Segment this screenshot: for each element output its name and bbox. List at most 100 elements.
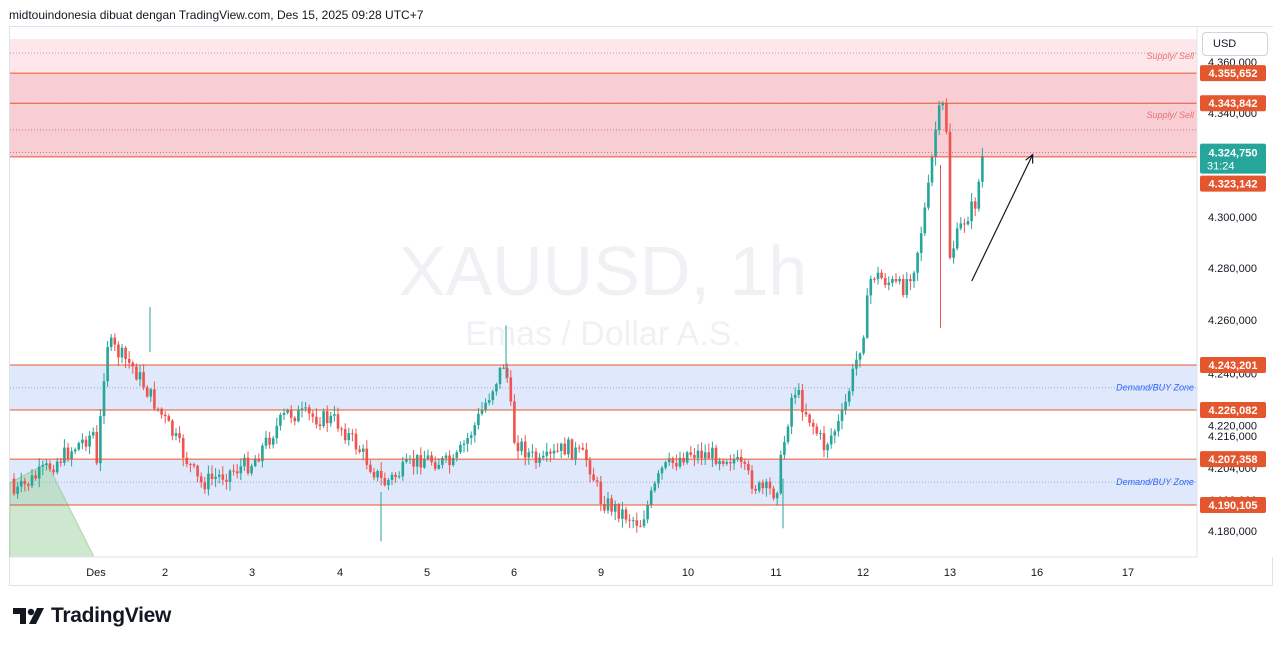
x-tick-label: 17 — [1122, 567, 1134, 579]
candle-body — [243, 457, 246, 467]
candle-body — [725, 462, 729, 464]
candle-body — [73, 449, 77, 452]
x-tick-label: 2 — [162, 567, 168, 579]
candle-body — [628, 519, 631, 521]
candle-body — [66, 447, 70, 460]
candle-body — [581, 447, 585, 450]
candle-body — [322, 411, 325, 427]
tradingview-logo-icon — [13, 608, 44, 624]
candle-body — [729, 462, 732, 464]
price-label: 4.323,142 — [1209, 179, 1258, 191]
candle-body — [775, 493, 779, 499]
candle-body — [477, 413, 480, 426]
candle-body — [275, 425, 279, 439]
candle-body — [120, 347, 124, 358]
candle-body — [293, 417, 297, 422]
candle-body — [804, 412, 808, 415]
candle-body — [549, 451, 552, 454]
candle-body — [448, 455, 451, 466]
candle-body — [415, 455, 419, 467]
price-label-bg — [1200, 175, 1266, 192]
candle-body — [862, 337, 865, 354]
candle-body — [826, 444, 829, 451]
candle-body — [592, 474, 595, 481]
candle-body — [855, 359, 858, 369]
candle-body — [153, 389, 156, 409]
candle-body — [419, 455, 423, 468]
candle-body — [379, 470, 383, 478]
candle-body — [808, 414, 811, 423]
price-label: 4.226,082 — [1209, 405, 1258, 417]
candle-body — [329, 415, 333, 424]
tradingview-logo[interactable]: TradingView — [11, 603, 171, 629]
y-tick-label: 4.216,000 — [1208, 431, 1257, 443]
candle-body — [955, 228, 959, 249]
candle-body — [876, 272, 880, 280]
currency-selector[interactable]: USD — [1202, 32, 1268, 56]
candle-body — [664, 462, 667, 468]
candle-body — [613, 504, 617, 512]
x-tick-label: 10 — [682, 567, 694, 579]
candle-body — [711, 447, 714, 459]
candle-body — [891, 279, 894, 283]
annotations-layer — [971, 153, 1034, 282]
candle-body — [127, 359, 131, 363]
candle-body — [63, 447, 66, 463]
candle-body — [412, 458, 415, 467]
price-label: 4.355,652 — [1209, 68, 1258, 80]
candle-body — [106, 347, 109, 382]
candle-body — [347, 433, 351, 441]
zone-label-0: Supply/ Sell — [1146, 51, 1195, 61]
zone-supply-light-0 — [10, 39, 1197, 74]
candle-body — [99, 416, 102, 464]
candle-body — [451, 457, 455, 466]
y-tick-label: 4.280,000 — [1208, 263, 1257, 275]
candle-body — [811, 422, 815, 427]
candle-body — [660, 467, 664, 474]
candle-body — [772, 488, 775, 499]
candle-body — [574, 447, 577, 460]
candle-body — [894, 279, 898, 282]
candle-body — [653, 483, 657, 491]
candle-body — [930, 156, 934, 183]
x-tick-label: Des — [86, 567, 106, 579]
candle-body — [617, 504, 621, 519]
candle-body — [23, 480, 27, 485]
candle-body — [199, 476, 203, 483]
candle-body — [246, 457, 250, 474]
candle-body — [815, 426, 819, 434]
candle-body — [642, 519, 646, 527]
watermark-layer: XAUUSD, 1h Emas / Dollar A.S. — [399, 232, 807, 353]
candle-body — [304, 407, 307, 409]
candle-body — [52, 469, 55, 473]
candle-body — [394, 474, 397, 478]
candle-body — [750, 470, 754, 489]
candle-body — [689, 452, 693, 455]
candle-body — [167, 416, 171, 421]
price-label: 4.243,201 — [1209, 360, 1258, 372]
candle-body — [156, 408, 160, 410]
candle-body — [927, 182, 930, 208]
candle-body — [880, 272, 883, 279]
candle-body — [203, 482, 207, 490]
candle-body — [937, 105, 941, 130]
candle-body — [55, 461, 59, 473]
y-tick-label: 4.180,000 — [1208, 526, 1257, 538]
candle-body — [181, 438, 185, 458]
candle-body — [210, 473, 214, 480]
candle-body — [887, 282, 891, 285]
candle-body — [77, 443, 81, 450]
candle-body — [466, 437, 469, 444]
candle-body — [286, 409, 289, 413]
candle-body — [487, 400, 491, 403]
candle-body — [441, 457, 444, 465]
candle-body — [649, 490, 653, 506]
x-tick-label: 16 — [1031, 567, 1043, 579]
candle-body — [675, 463, 678, 467]
candle-body — [444, 455, 448, 458]
candle-body — [693, 454, 696, 459]
candle-body — [171, 420, 174, 436]
candle-body — [142, 372, 145, 388]
candle-body — [599, 481, 603, 504]
